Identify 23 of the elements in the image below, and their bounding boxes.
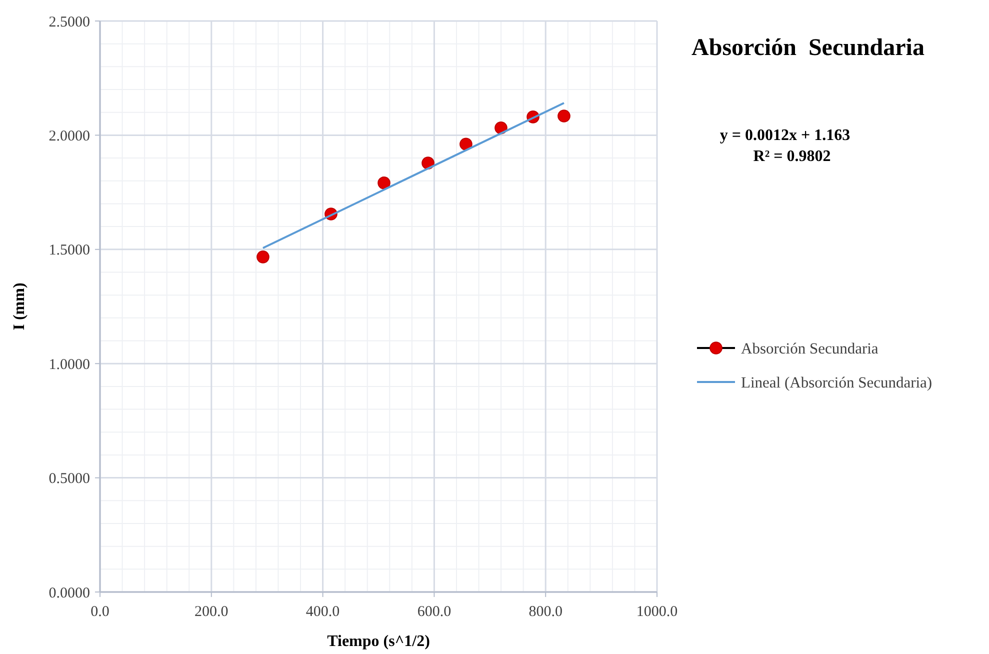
x-tick-label: 200.0 (194, 604, 228, 620)
point (460, 138, 472, 151)
y-axis-title: I (mm) (11, 282, 28, 330)
x-tick-label: 400.0 (306, 604, 340, 620)
text: y = 0.0012x + 1.163 (720, 127, 850, 144)
point (558, 110, 570, 122)
legend-label: Lineal (Absorción Secundaria) (741, 374, 932, 392)
x-tick-label: 1000.0 (636, 604, 678, 620)
y-tick-label: 0.0000 (48, 585, 90, 602)
y-tick-label: 2.5000 (48, 14, 90, 30)
point (256, 250, 270, 264)
text: Absorción Secundaria (692, 35, 924, 61)
y-tick-label: 1.5000 (48, 242, 90, 259)
y-tick-label: 1.0000 (48, 356, 90, 373)
point (378, 176, 390, 190)
x-tick-label: 600.0 (417, 604, 452, 620)
y-tick-label: 2.0000 (48, 128, 90, 144)
x-tick-label: 800.0 (528, 604, 562, 620)
x-tick-label: 0.0 (90, 604, 110, 620)
x-axis-title: Tiempo (s^1/2) (327, 633, 430, 650)
y-tick-label: 0.5000 (48, 471, 90, 488)
text: R² = 0.9802 (753, 148, 831, 165)
legend-label: Absorción Secundaria (741, 340, 878, 358)
